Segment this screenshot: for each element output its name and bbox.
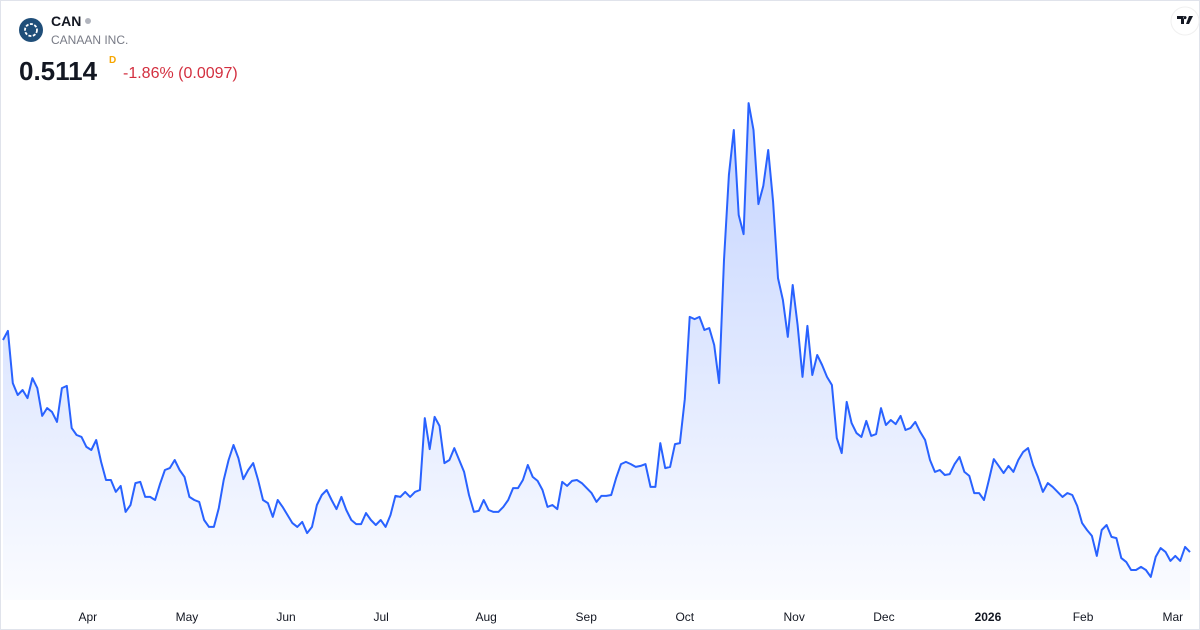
x-tick-label: Jul	[374, 610, 389, 624]
symbol: CAN	[51, 13, 82, 29]
x-tick-label: Feb	[1073, 610, 1094, 624]
interval: D	[109, 55, 117, 66]
logo	[19, 18, 43, 42]
price-change: -1.86% (0.0097)	[123, 65, 238, 82]
x-tick-label: Sep	[576, 610, 598, 624]
x-tick-label: Apr	[79, 610, 98, 624]
x-tick-label: Mar	[1162, 610, 1183, 624]
price-line	[2, 102, 1191, 578]
company-name: CANAAN INC.	[51, 33, 129, 47]
x-tick-label: May	[176, 610, 199, 624]
status-dot	[85, 18, 92, 24]
area-fill	[3, 103, 1190, 600]
symbol-row: CAN	[51, 13, 92, 29]
x-tick-label: 2026	[975, 610, 1002, 624]
x-tick-label: Dec	[873, 610, 894, 624]
x-tick-label: Oct	[675, 610, 694, 624]
x-tick-label: Jun	[276, 610, 295, 624]
price: 0.5114	[19, 56, 98, 86]
tradingview-logo[interactable]	[1170, 6, 1200, 36]
x-tick-label: Aug	[475, 610, 496, 624]
x-tick-label: Nov	[783, 610, 804, 624]
